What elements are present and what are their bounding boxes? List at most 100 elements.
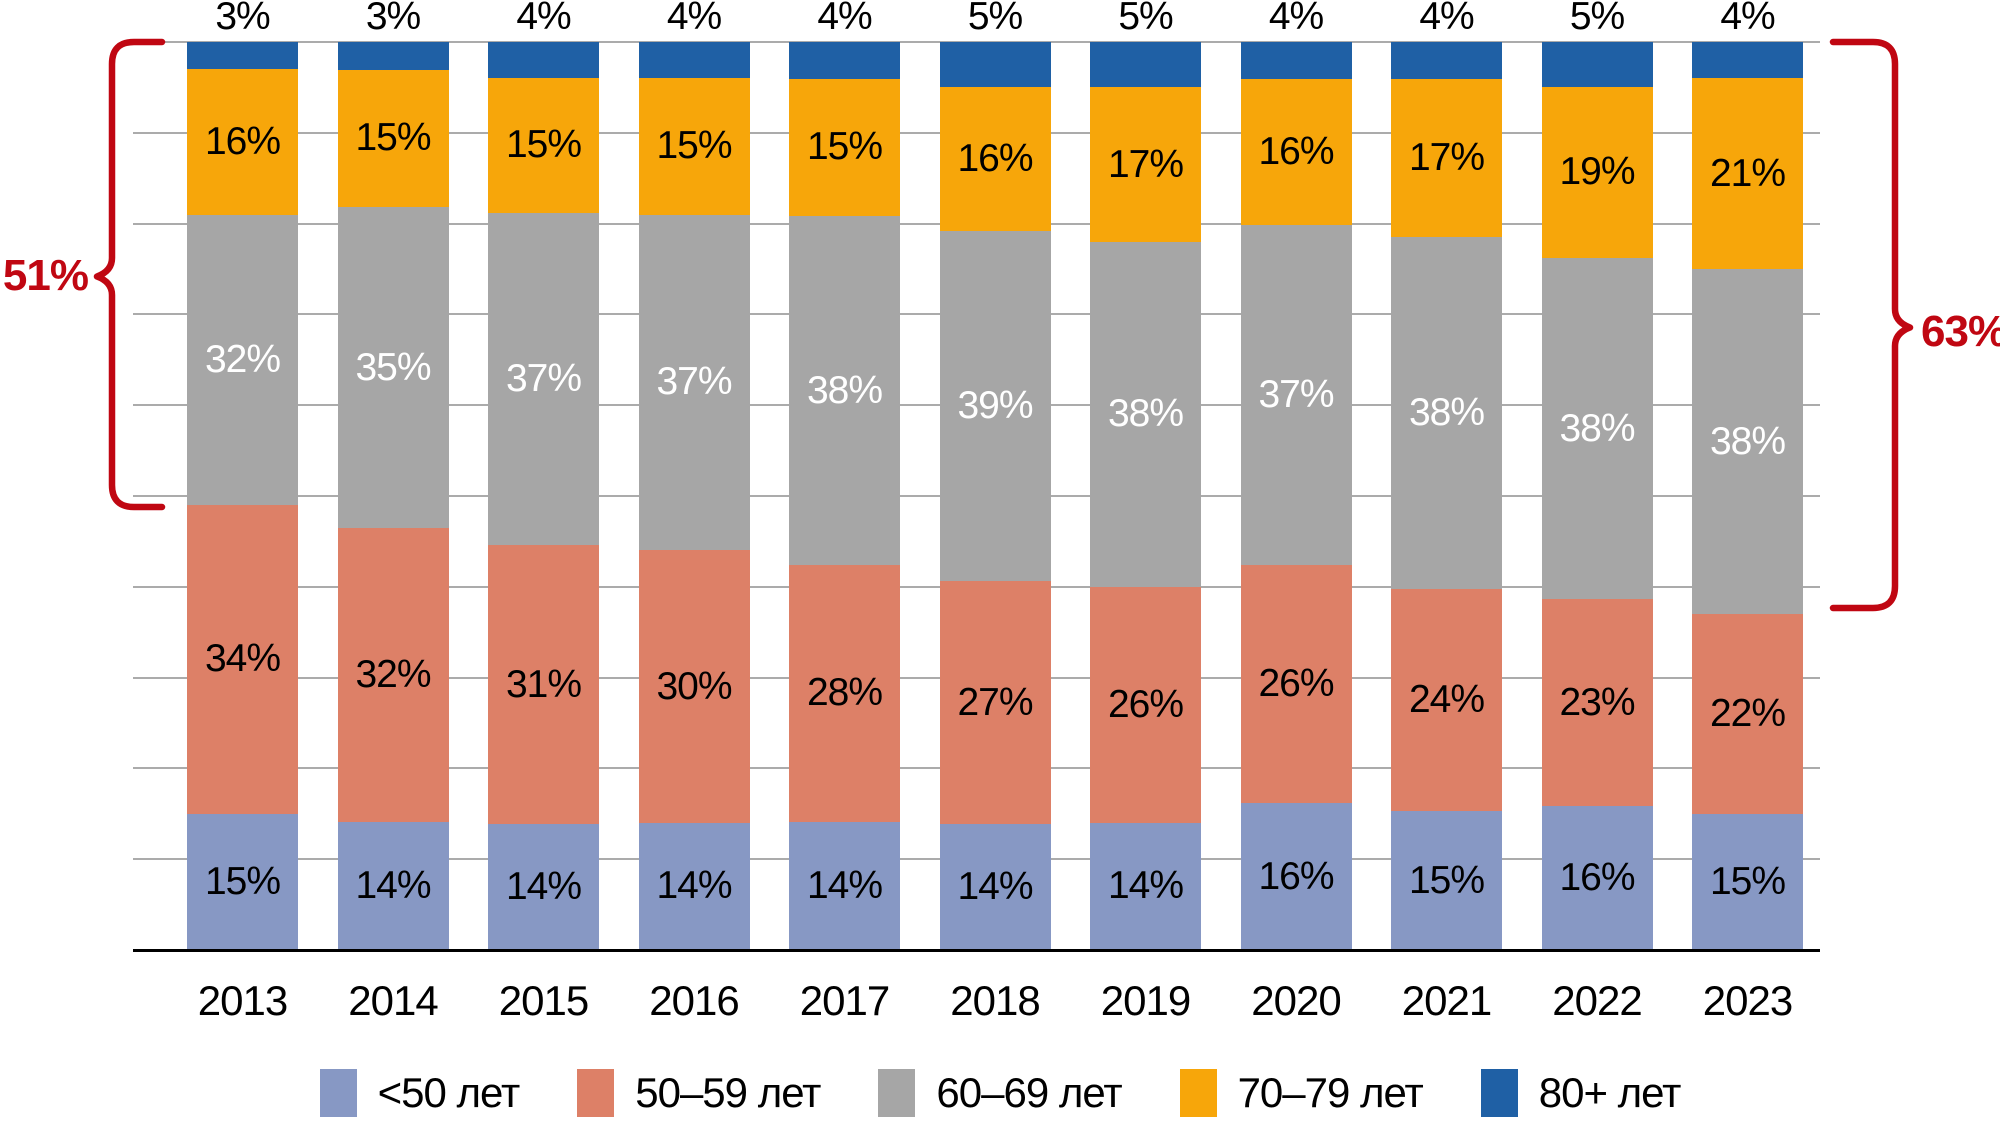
legend-label: 70–79 лет xyxy=(1237,1069,1424,1116)
legend: <50 лет 50–59 лет 60–69 лет 70–79 лет 80+ ле… xyxy=(0,1066,2000,1120)
bar-segment xyxy=(488,212,599,546)
bar-segment xyxy=(1090,87,1201,242)
legend-swatch xyxy=(878,1069,916,1117)
bar-segment xyxy=(1692,78,1803,269)
year-label: 2013 xyxy=(197,977,288,1024)
bar-segment xyxy=(1240,564,1352,804)
bar-segment xyxy=(187,69,298,215)
bar-segment xyxy=(1090,822,1201,950)
bar-segment xyxy=(939,86,1051,231)
legend-item: 80+ лет xyxy=(1480,1069,1682,1117)
bar-segment xyxy=(337,821,449,950)
bar-segment xyxy=(1541,86,1653,258)
bar-segment xyxy=(1692,42,1803,79)
year-label: 2020 xyxy=(1251,977,1341,1024)
bracket-label-right: 63% xyxy=(1921,307,2000,356)
legend-item: <50 лет xyxy=(319,1069,521,1117)
year-label: 2015 xyxy=(498,977,589,1024)
bar-segment xyxy=(1541,806,1653,950)
bar-segment xyxy=(789,42,900,79)
bar-segment xyxy=(1240,42,1352,79)
top-value-label: 3% xyxy=(365,0,421,38)
legend-swatch xyxy=(1179,1069,1217,1117)
top-value-label: 4% xyxy=(1419,0,1474,38)
legend-label: <50 лет xyxy=(377,1069,521,1116)
bar-segment xyxy=(337,42,449,70)
legend-item: 50–59 лет xyxy=(577,1069,821,1117)
year-label: 2014 xyxy=(348,977,438,1024)
legend-label: 50–59 лет xyxy=(635,1069,821,1116)
bar-segment xyxy=(939,581,1051,825)
bar-segment xyxy=(337,69,449,208)
bar-segment xyxy=(939,824,1051,950)
bracket-label-left: 51% xyxy=(2,251,89,300)
bar-segment xyxy=(187,42,298,70)
bar-segment xyxy=(1692,813,1803,950)
top-value-label: 4% xyxy=(516,0,571,38)
bar-segment xyxy=(187,813,298,950)
legend-swatch xyxy=(577,1069,615,1117)
bar-segment xyxy=(337,207,449,529)
year-label: 2023 xyxy=(1702,977,1793,1024)
left-bracket xyxy=(93,38,166,511)
bar-segment xyxy=(1692,269,1803,615)
bar-segment xyxy=(1090,241,1201,587)
legend-swatch xyxy=(319,1069,357,1117)
bar-segment xyxy=(488,77,599,213)
top-value-label: 5% xyxy=(1569,0,1625,38)
year-label: 2022 xyxy=(1552,977,1642,1024)
bar-segment xyxy=(789,821,900,950)
bar-segment xyxy=(1541,599,1653,807)
bar-segment xyxy=(187,505,298,814)
top-value-label: 5% xyxy=(967,0,1023,38)
top-value-label: 4% xyxy=(817,0,872,38)
top-value-label: 4% xyxy=(1720,0,1775,38)
bar-segment xyxy=(1391,79,1502,237)
top-value-label: 4% xyxy=(1268,0,1324,38)
bar-segment xyxy=(1541,257,1653,600)
bar-segment xyxy=(789,216,900,565)
bar-segment xyxy=(1391,236,1502,589)
bar-segment xyxy=(939,230,1051,582)
top-value-label: 4% xyxy=(666,0,722,38)
top-value-label: 3% xyxy=(215,0,270,38)
bar-segment xyxy=(1391,588,1502,811)
bar-segment xyxy=(638,214,750,551)
bar-segment xyxy=(488,824,599,950)
bar-segment xyxy=(337,528,449,822)
legend-label: 80+ лет xyxy=(1538,1069,1682,1116)
bar-segment xyxy=(1692,614,1803,814)
bar-segment xyxy=(488,545,599,825)
legend-swatch xyxy=(1480,1069,1518,1117)
bar-segment xyxy=(1391,42,1502,80)
legend-item: 60–69 лет xyxy=(878,1069,1123,1117)
year-label: 2016 xyxy=(649,977,739,1024)
bar-segment xyxy=(488,42,599,78)
bar-segment xyxy=(638,550,750,823)
top-value-label: 5% xyxy=(1118,0,1173,38)
legend-item: 70–79 лет xyxy=(1179,1069,1424,1117)
x-axis-line xyxy=(133,948,1820,952)
bar-segment xyxy=(1541,42,1653,87)
bar-segment xyxy=(187,214,298,506)
year-label: 2018 xyxy=(950,977,1040,1024)
bar-segment xyxy=(1090,586,1201,823)
bar-segment xyxy=(1090,42,1201,88)
bar-segment xyxy=(789,78,900,217)
bar-segment xyxy=(638,42,750,79)
bar-segment xyxy=(1240,803,1352,950)
bar-segment xyxy=(789,564,900,822)
bar-segment xyxy=(939,42,1051,87)
bar-segment xyxy=(1240,78,1352,226)
year-label: 2019 xyxy=(1100,977,1191,1024)
bar-segment xyxy=(1391,811,1502,950)
year-label: 2021 xyxy=(1401,977,1492,1024)
legend-label: 60–69 лет xyxy=(936,1069,1122,1116)
bar-segment xyxy=(638,78,750,215)
bar-segment xyxy=(1240,225,1352,565)
right-bracket xyxy=(1829,38,1914,612)
bar-segment xyxy=(638,822,750,950)
year-label: 2017 xyxy=(799,977,890,1024)
